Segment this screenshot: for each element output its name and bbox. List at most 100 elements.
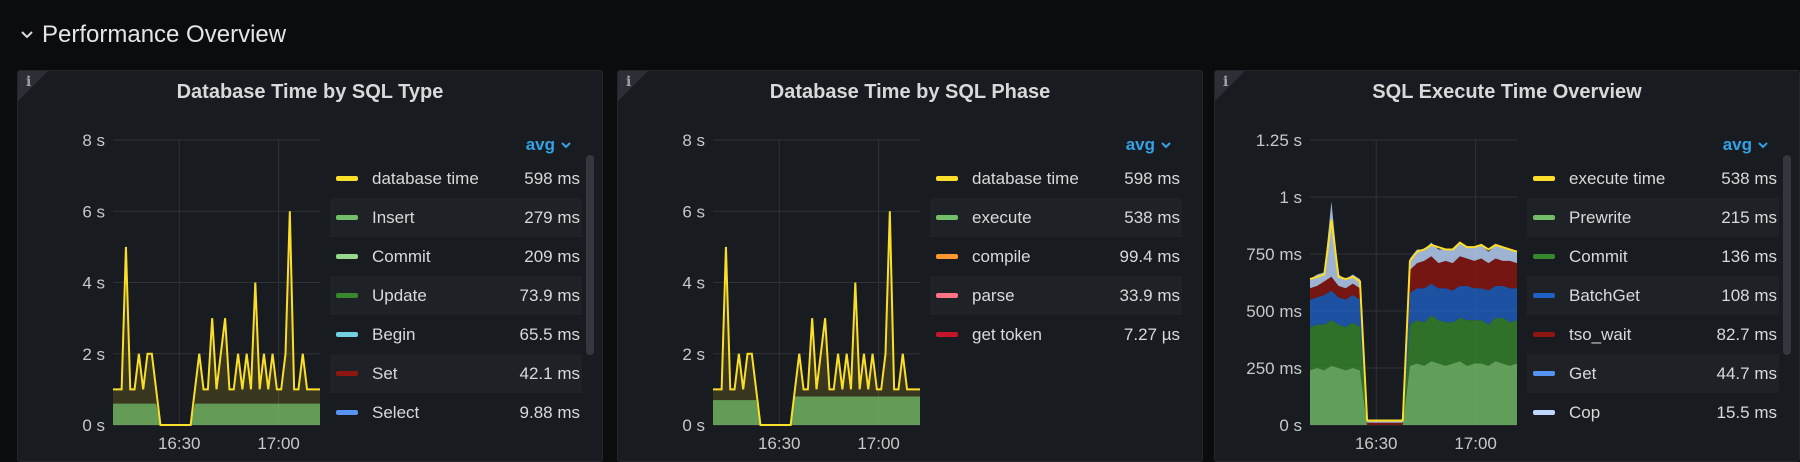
legend-item[interactable]: execute 538 ms bbox=[930, 198, 1182, 237]
y-tick-label: 500 ms bbox=[1246, 302, 1302, 321]
row-title: Performance Overview bbox=[42, 21, 287, 48]
info-icon[interactable]: i bbox=[1223, 74, 1229, 90]
legend-swatch bbox=[936, 254, 958, 259]
legend-item-value: 33.9 ms bbox=[1119, 285, 1180, 305]
legend-item[interactable]: Set 42.1 ms bbox=[330, 354, 582, 393]
chart-plot[interactable]: 0 s 250 ms 500 ms 750 ms 1 s 1.25 s 16:30 17:00 bbox=[1215, 121, 1525, 461]
x-tick-label: 17:00 bbox=[257, 434, 300, 453]
panel-sql-execute-time-overview: i SQL Execute Time Overview 0 s 250 ms 500… bbox=[1214, 70, 1800, 462]
series-line bbox=[1309, 219, 1518, 422]
legend-item-name: database time bbox=[972, 168, 1079, 188]
legend-item-name: Begin bbox=[372, 324, 416, 344]
legend-swatch bbox=[936, 215, 958, 220]
y-tick-label: 6 s bbox=[82, 202, 105, 221]
legend-swatch bbox=[336, 293, 358, 298]
legend-item-value: 136 ms bbox=[1721, 246, 1777, 266]
chevron-down-icon bbox=[1758, 142, 1768, 149]
legend-scrollbar[interactable] bbox=[586, 155, 594, 355]
y-tick-label: 6 s bbox=[682, 202, 705, 221]
legend-item[interactable]: database time 598 ms bbox=[330, 159, 582, 198]
panel-database-time-by-sql-type: i Database Time by SQL Type 0 s 2 s 4 s 6 s… bbox=[17, 70, 603, 462]
chevron-down-icon bbox=[561, 142, 571, 149]
legend-item[interactable]: BatchGet 108 ms bbox=[1527, 276, 1779, 315]
legend-swatch bbox=[1533, 371, 1555, 376]
series-area bbox=[1310, 283, 1517, 425]
legend-item-name: Commit bbox=[372, 246, 431, 266]
legend-item-value: 279 ms bbox=[524, 207, 580, 227]
legend-item[interactable]: Update 73.9 ms bbox=[330, 276, 582, 315]
legend-item-name: Commit bbox=[1569, 246, 1628, 266]
legend-item[interactable]: get token 7.27 µs bbox=[930, 315, 1182, 354]
chart-plot[interactable]: 0 s 2 s 4 s 6 s 8 s 16:30 17:00 bbox=[18, 121, 328, 461]
legend-item-name: compile bbox=[972, 246, 1031, 266]
legend-item-value: 209 ms bbox=[524, 246, 580, 266]
panel-title[interactable]: Database Time by SQL Type bbox=[176, 81, 444, 103]
panel-info-corner[interactable] bbox=[18, 71, 48, 101]
y-tick-label: 2 s bbox=[682, 345, 705, 364]
legend-item[interactable]: database time 598 ms bbox=[930, 159, 1182, 198]
x-tick-label: 16:30 bbox=[1355, 434, 1398, 453]
y-tick-label: 8 s bbox=[82, 131, 105, 150]
legend-swatch bbox=[336, 254, 358, 259]
legend-swatch bbox=[936, 176, 958, 181]
legend-item-name: execute time bbox=[1569, 168, 1666, 188]
legend-item-value: 15.5 ms bbox=[1716, 402, 1777, 422]
panel-title[interactable]: SQL Execute Time Overview bbox=[1372, 81, 1642, 103]
chart-plot[interactable]: 0 s 2 s 4 s 6 s 8 s 16:30 17:00 bbox=[618, 121, 928, 461]
legend-mode-dropdown[interactable]: avg bbox=[526, 131, 572, 159]
legend-swatch bbox=[1533, 254, 1555, 259]
legend-item-name: BatchGet bbox=[1569, 285, 1640, 305]
legend-item[interactable]: Prewrite 215 ms bbox=[1527, 198, 1779, 237]
legend-item[interactable]: parse 33.9 ms bbox=[930, 276, 1182, 315]
legend-item-name: Get bbox=[1569, 363, 1597, 383]
legend-swatch bbox=[936, 293, 958, 298]
legend-mode-label: avg bbox=[525, 135, 555, 154]
panel-info-corner[interactable] bbox=[1215, 71, 1245, 101]
panel-info-corner[interactable] bbox=[618, 71, 648, 101]
legend-mode-dropdown[interactable]: avg bbox=[1723, 131, 1769, 159]
info-icon[interactable]: i bbox=[626, 74, 632, 90]
y-tick-label: 1.25 s bbox=[1256, 131, 1302, 150]
legend-rows: database time 598 ms execute 538 ms compile 9… bbox=[930, 159, 1182, 354]
legend-item[interactable]: Commit 136 ms bbox=[1527, 237, 1779, 276]
legend-swatch bbox=[1533, 215, 1555, 220]
legend-item-value: 538 ms bbox=[1124, 207, 1180, 227]
legend-swatch bbox=[336, 176, 358, 181]
series-area bbox=[1310, 256, 1517, 425]
panel-title[interactable]: Database Time by SQL Phase bbox=[769, 81, 1051, 103]
legend-item[interactable]: Select 9.88 ms bbox=[330, 393, 582, 432]
series-area bbox=[1310, 315, 1517, 425]
legend-item-value: 215 ms bbox=[1721, 207, 1777, 227]
legend-item[interactable]: compile 99.4 ms bbox=[930, 237, 1182, 276]
legend-item-value: 42.1 ms bbox=[519, 363, 580, 383]
legend-item[interactable]: tso_wait 82.7 ms bbox=[1527, 315, 1779, 354]
chevron-down-icon bbox=[1161, 142, 1171, 149]
legend-item-value: 538 ms bbox=[1721, 168, 1777, 188]
y-tick-label: 4 s bbox=[82, 274, 105, 293]
y-tick-label: 2 s bbox=[82, 345, 105, 364]
legend-item-name: database time bbox=[372, 168, 479, 188]
x-tick-label: 17:00 bbox=[857, 434, 900, 453]
legend-swatch bbox=[1533, 332, 1555, 337]
legend-swatch bbox=[336, 371, 358, 376]
y-tick-label: 250 ms bbox=[1246, 359, 1302, 378]
row-header-performance-overview[interactable]: Performance Overview bbox=[20, 18, 286, 52]
info-icon[interactable]: i bbox=[26, 74, 32, 90]
x-tick-label: 17:00 bbox=[1454, 434, 1497, 453]
legend-item[interactable]: Commit 209 ms bbox=[330, 237, 582, 276]
legend-item-value: 108 ms bbox=[1721, 285, 1777, 305]
legend: avg execute time 538 ms Prewrite 215 ms Comm… bbox=[1527, 131, 1795, 461]
legend-scrollbar[interactable] bbox=[1783, 155, 1791, 355]
legend: avg database time 598 ms execute 538 ms comp… bbox=[930, 131, 1198, 461]
legend-item-name: parse bbox=[972, 285, 1015, 305]
panel-database-time-by-sql-phase: i Database Time by SQL Phase 0 s 2 s 4 s 6 … bbox=[617, 70, 1203, 462]
legend-item-name: tso_wait bbox=[1569, 324, 1632, 344]
legend-mode-dropdown[interactable]: avg bbox=[1126, 131, 1172, 159]
legend-item[interactable]: Get 44.7 ms bbox=[1527, 354, 1779, 393]
legend-item[interactable]: Cop 15.5 ms bbox=[1527, 393, 1779, 432]
y-tick-label: 0 s bbox=[1279, 416, 1302, 435]
legend-item[interactable]: Begin 65.5 ms bbox=[330, 315, 582, 354]
legend-item[interactable]: Insert 279 ms bbox=[330, 198, 582, 237]
legend-item[interactable]: execute time 538 ms bbox=[1527, 159, 1779, 198]
series-line bbox=[113, 211, 320, 426]
